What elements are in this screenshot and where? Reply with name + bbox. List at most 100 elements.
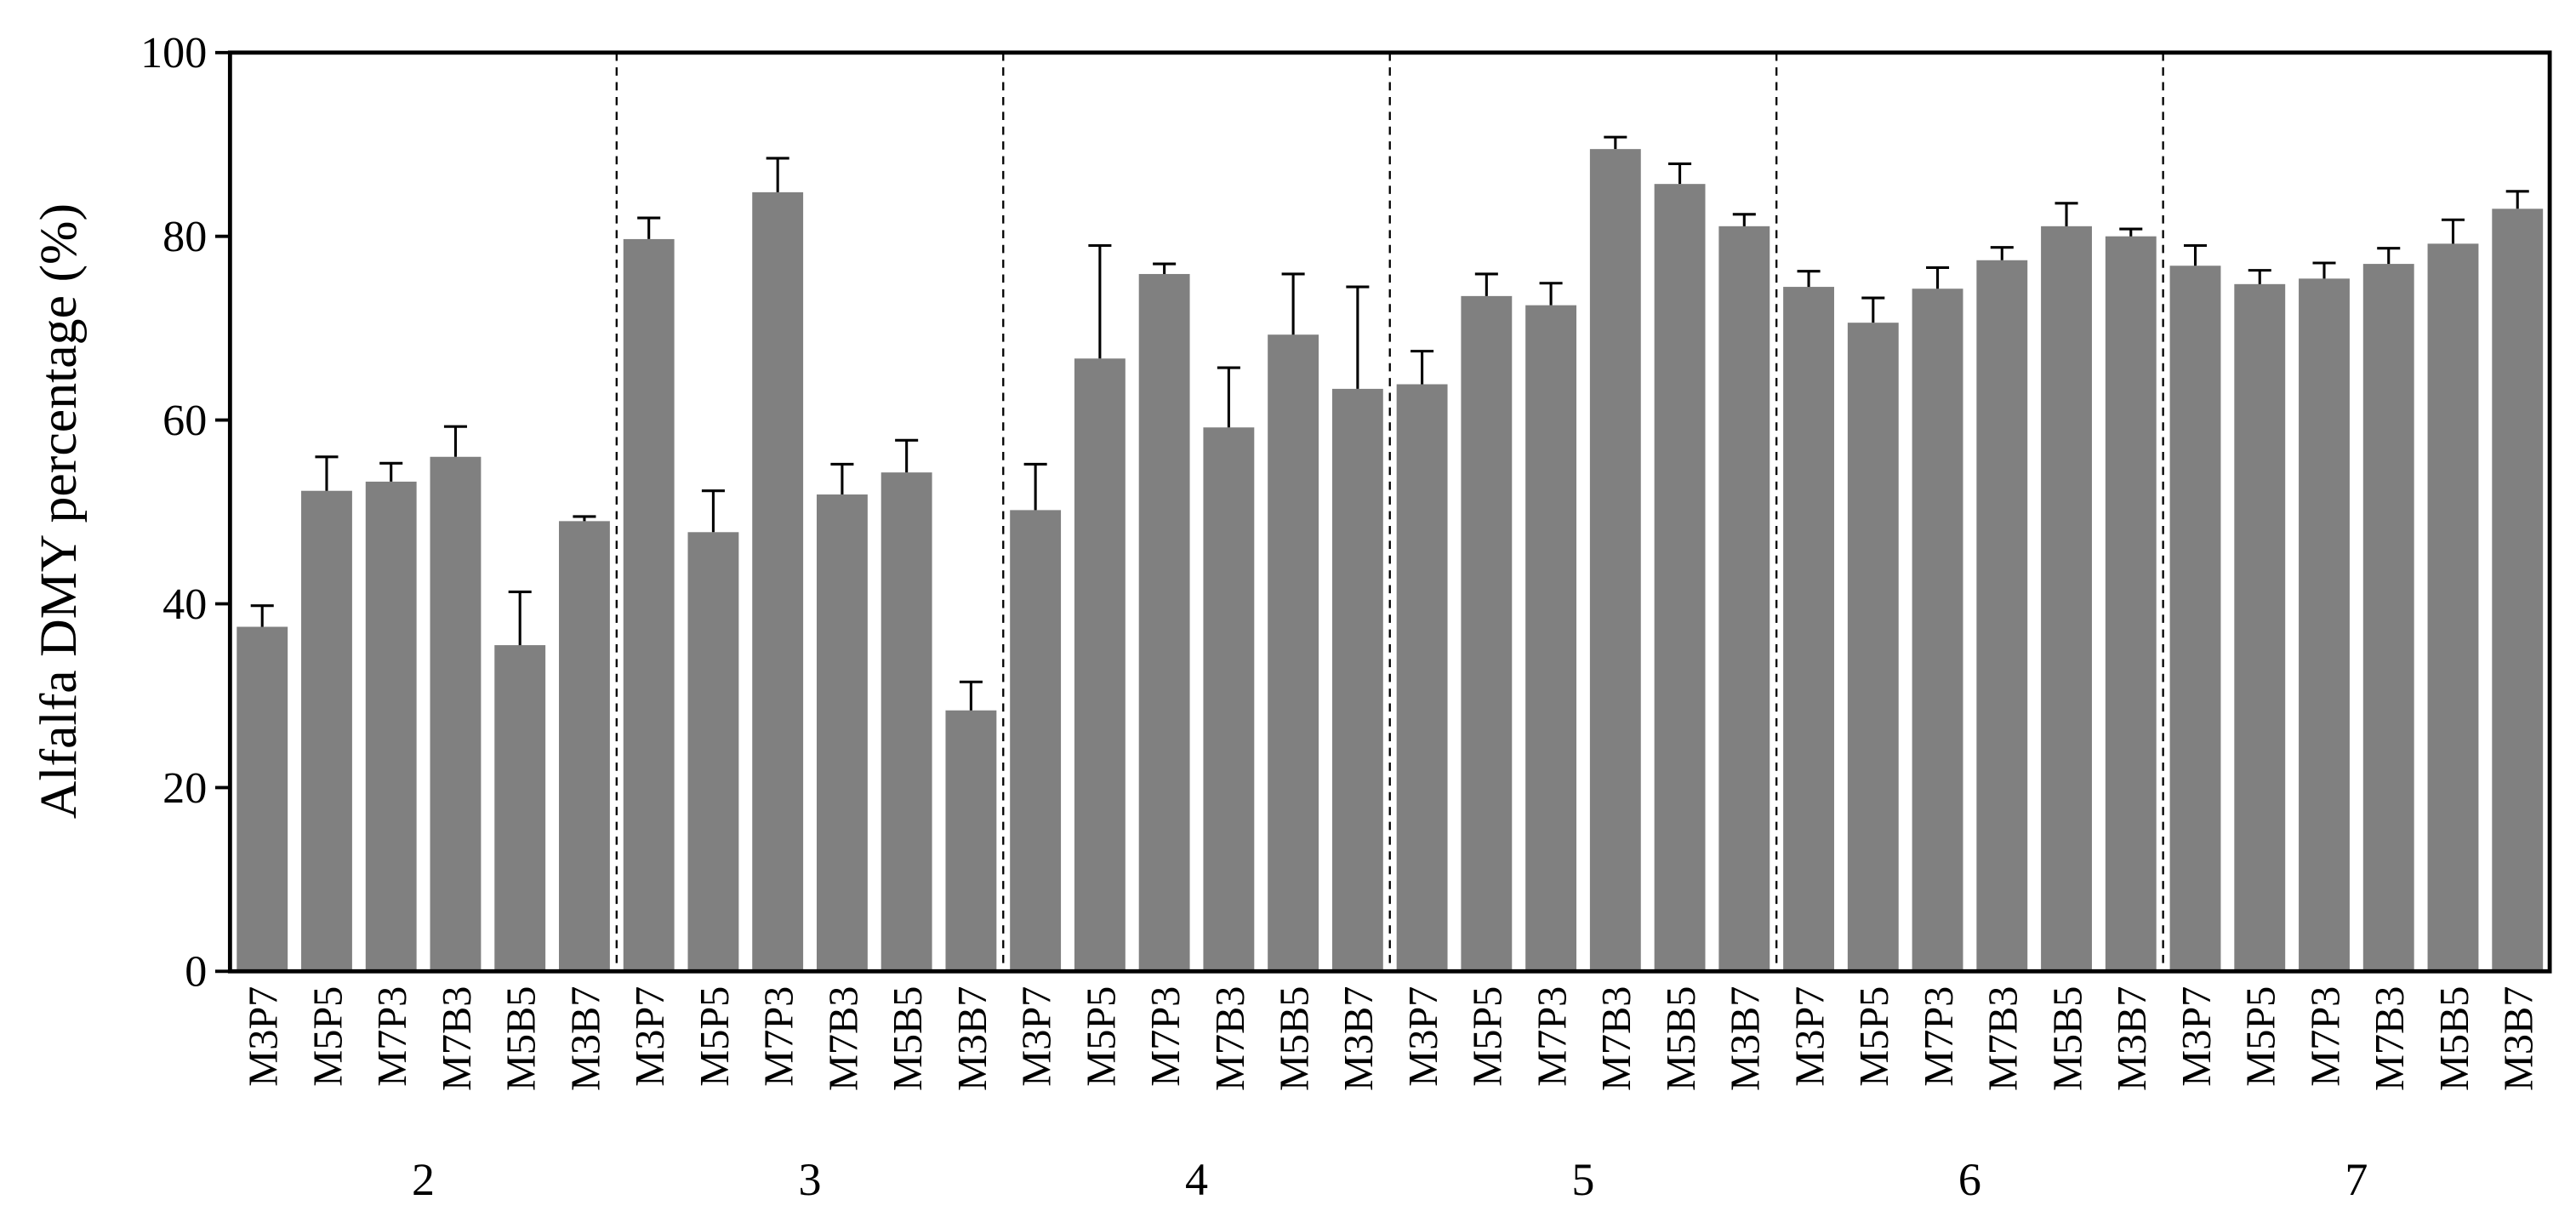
bar <box>494 645 546 972</box>
bar <box>365 481 417 972</box>
y-tick-label: 60 <box>162 397 207 445</box>
error-bar <box>1861 296 1885 323</box>
x-tick-label: M3B7 <box>1724 986 1769 1091</box>
error-bar <box>2119 227 2143 237</box>
x-tick-label: M7P3 <box>370 986 415 1087</box>
x-tick-label: M7B3 <box>2368 986 2413 1091</box>
x-tick-label: M5B5 <box>1659 986 1704 1091</box>
x-tick-label: M3P7 <box>1401 986 1446 1087</box>
y-tick-label: 20 <box>162 764 207 813</box>
group-label: 7 <box>2345 1154 2368 1205</box>
x-tick-label: M7P3 <box>2303 986 2348 1087</box>
bar <box>881 472 932 972</box>
x-tick-label: M7P3 <box>1143 986 1188 1087</box>
bar <box>1268 334 1319 972</box>
x-tick-label: M5B5 <box>2045 986 2090 1091</box>
x-tick-label: M7P3 <box>1530 986 1575 1087</box>
error-bar <box>1474 272 1498 296</box>
x-tick-label: M5P5 <box>2239 986 2284 1087</box>
bar <box>2105 236 2157 972</box>
y-tick-label: 0 <box>185 948 207 997</box>
error-bar <box>830 462 854 495</box>
error-bar <box>1926 266 1950 289</box>
x-tick-label: M7B3 <box>1594 986 1639 1091</box>
error-bar <box>1281 272 1305 335</box>
bar <box>1138 273 1190 972</box>
bar <box>559 521 610 972</box>
y-tick-label: 40 <box>162 580 207 629</box>
error-bar <box>1023 462 1047 511</box>
error-bar <box>508 590 532 646</box>
error-bar <box>379 461 403 482</box>
group-label: 4 <box>1185 1154 1208 1205</box>
x-tick-label: M5P5 <box>692 986 738 1087</box>
bar <box>1783 287 1834 972</box>
error-bar <box>2184 243 2208 266</box>
x-tick-label: M5B5 <box>886 986 931 1091</box>
bar <box>1203 427 1255 972</box>
x-tick-label: M7P3 <box>757 986 802 1087</box>
bar <box>623 238 675 972</box>
x-tick-label: M7B3 <box>1981 986 2026 1091</box>
bar <box>2492 209 2544 972</box>
error-bar <box>766 157 789 192</box>
x-tick-label: M3B7 <box>1336 986 1382 1091</box>
error-bar <box>2248 269 2271 284</box>
error-bar <box>2441 218 2465 244</box>
bar <box>2299 278 2350 972</box>
x-tick-label: M5P5 <box>305 986 350 1087</box>
x-tick-label: M3P7 <box>1787 986 1832 1087</box>
error-bar <box>573 515 596 522</box>
x-tick-label: M5P5 <box>1079 986 1124 1087</box>
error-bar <box>315 455 339 491</box>
x-tick-label: M5B5 <box>1272 986 1317 1091</box>
bar <box>1010 510 1062 972</box>
bar <box>1461 295 1513 972</box>
bar <box>1654 184 1706 972</box>
x-tick-label: M5P5 <box>1466 986 1511 1087</box>
bar <box>301 490 352 972</box>
error-bar <box>1088 243 1112 359</box>
error-bar <box>443 425 467 457</box>
error-bar <box>1153 262 1177 274</box>
error-bar <box>1668 162 1692 185</box>
x-tick-label: M5B5 <box>499 986 544 1091</box>
error-bar <box>637 216 661 239</box>
x-tick-label: M7B3 <box>435 986 480 1091</box>
bar <box>1396 384 1448 972</box>
error-bar <box>895 438 919 473</box>
x-tick-label: M5P5 <box>1852 986 1897 1087</box>
x-tick-label: M7P3 <box>1917 986 1962 1087</box>
bar <box>430 456 482 972</box>
error-bar <box>1217 366 1240 428</box>
bar <box>816 494 868 972</box>
x-tick-label: M3P7 <box>628 986 673 1087</box>
error-bar <box>1539 282 1563 306</box>
error-bar <box>250 604 274 627</box>
error-bar <box>1797 270 1821 288</box>
group-label: 2 <box>412 1154 435 1205</box>
y-tick-label: 100 <box>140 29 207 77</box>
error-bar <box>701 489 725 533</box>
bar <box>1525 305 1577 972</box>
x-tick-label: M3B7 <box>2110 986 2155 1091</box>
group-label: 3 <box>799 1154 822 1205</box>
bar <box>752 191 804 972</box>
x-tick-label: M7B3 <box>1208 986 1253 1091</box>
x-tick-label: M3B7 <box>2497 986 2542 1091</box>
x-tick-label: M3P7 <box>2174 986 2220 1087</box>
x-tick-label: M3B7 <box>563 986 608 1091</box>
bar <box>945 710 997 972</box>
group-label: 6 <box>1958 1154 1981 1205</box>
bar <box>1847 323 1899 972</box>
x-tick-label: M5B5 <box>2432 986 2477 1091</box>
error-bar <box>1990 246 2014 260</box>
bar <box>1589 149 1641 972</box>
error-bar <box>2505 190 2529 209</box>
bar <box>2169 266 2221 972</box>
bar <box>2362 264 2414 972</box>
error-bar <box>959 680 983 711</box>
y-tick-label: 80 <box>162 213 207 261</box>
bar <box>1976 260 2028 972</box>
bar <box>2041 226 2092 972</box>
